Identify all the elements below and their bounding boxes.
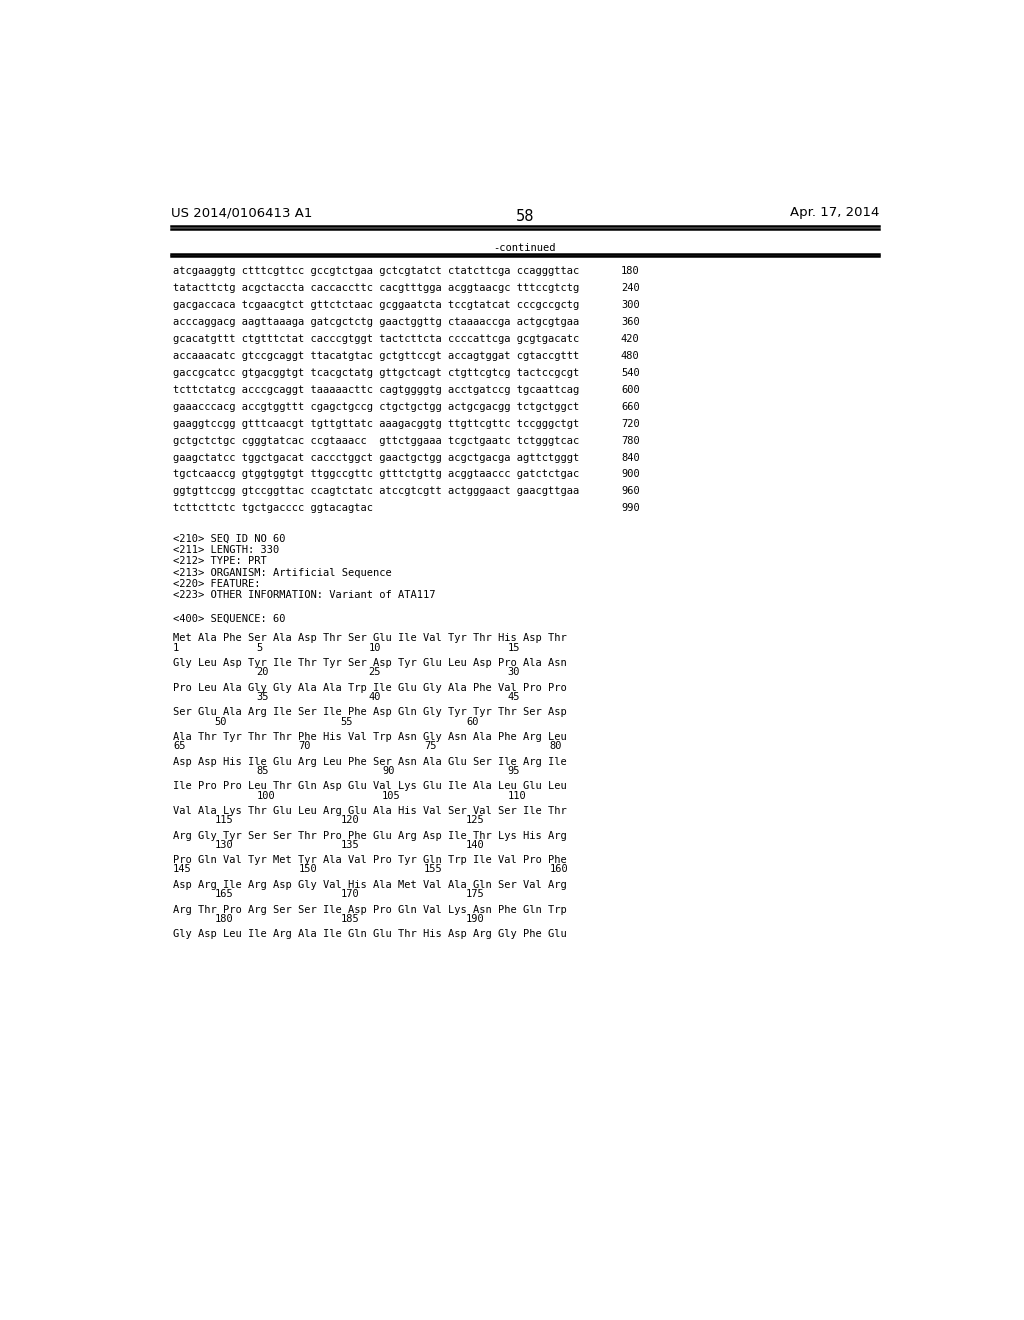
Text: 660: 660 xyxy=(621,401,640,412)
Text: Arg Thr Pro Arg Ser Ser Ile Asp Pro Gln Val Lys Asn Phe Gln Trp: Arg Thr Pro Arg Ser Ser Ile Asp Pro Gln … xyxy=(173,904,566,915)
Text: <220> FEATURE:: <220> FEATURE: xyxy=(173,579,260,589)
Text: 58: 58 xyxy=(515,209,535,224)
Text: 75: 75 xyxy=(424,742,436,751)
Text: 165: 165 xyxy=(215,890,233,899)
Text: Ile Pro Pro Leu Thr Gln Asp Glu Val Lys Glu Ile Ala Leu Glu Leu: Ile Pro Pro Leu Thr Gln Asp Glu Val Lys … xyxy=(173,781,566,791)
Text: tcttctatcg acccgcaggt taaaaacttc cagtggggtg acctgatccg tgcaattcag: tcttctatcg acccgcaggt taaaaacttc cagtggg… xyxy=(173,385,580,395)
Text: <223> OTHER INFORMATION: Variant of ATA117: <223> OTHER INFORMATION: Variant of ATA1… xyxy=(173,590,435,601)
Text: 240: 240 xyxy=(621,284,640,293)
Text: Met Ala Phe Ser Ala Asp Thr Ser Glu Ile Val Tyr Thr His Asp Thr: Met Ala Phe Ser Ala Asp Thr Ser Glu Ile … xyxy=(173,634,566,643)
Text: US 2014/0106413 A1: US 2014/0106413 A1 xyxy=(171,206,312,219)
Text: Apr. 17, 2014: Apr. 17, 2014 xyxy=(790,206,879,219)
Text: Ser Glu Ala Arg Ile Ser Ile Phe Asp Gln Gly Tyr Tyr Thr Ser Asp: Ser Glu Ala Arg Ile Ser Ile Phe Asp Gln … xyxy=(173,708,566,717)
Text: 15: 15 xyxy=(508,643,520,652)
Text: 900: 900 xyxy=(621,470,640,479)
Text: 960: 960 xyxy=(621,487,640,496)
Text: gaagctatcc tggctgacat caccctggct gaactgctgg acgctgacga agttctgggt: gaagctatcc tggctgacat caccctggct gaactgc… xyxy=(173,453,580,462)
Text: 600: 600 xyxy=(621,385,640,395)
Text: 135: 135 xyxy=(340,840,359,850)
Text: 35: 35 xyxy=(257,692,269,702)
Text: <212> TYPE: PRT: <212> TYPE: PRT xyxy=(173,557,266,566)
Text: 155: 155 xyxy=(424,865,442,874)
Text: 160: 160 xyxy=(550,865,568,874)
Text: tatacttctg acgctaccta caccaccttc cacgtttgga acggtaacgc tttccgtctg: tatacttctg acgctaccta caccaccttc cacgttt… xyxy=(173,284,580,293)
Text: -continued: -continued xyxy=(494,243,556,253)
Text: 5: 5 xyxy=(257,643,263,652)
Text: 175: 175 xyxy=(466,890,484,899)
Text: 30: 30 xyxy=(508,668,520,677)
Text: tgctcaaccg gtggtggtgt ttggccgttc gtttctgttg acggtaaccc gatctctgac: tgctcaaccg gtggtggtgt ttggccgttc gtttctg… xyxy=(173,470,580,479)
Text: 50: 50 xyxy=(215,717,227,726)
Text: Arg Gly Tyr Ser Ser Thr Pro Phe Glu Arg Asp Ile Thr Lys His Arg: Arg Gly Tyr Ser Ser Thr Pro Phe Glu Arg … xyxy=(173,830,566,841)
Text: <210> SEQ ID NO 60: <210> SEQ ID NO 60 xyxy=(173,535,286,544)
Text: ggtgttccgg gtccggttac ccagtctatc atccgtcgtt actgggaact gaacgttgaa: ggtgttccgg gtccggttac ccagtctatc atccgtc… xyxy=(173,487,580,496)
Text: 300: 300 xyxy=(621,300,640,310)
Text: gaaggtccgg gtttcaacgt tgttgttatc aaagacggtg ttgttcgttc tccgggctgt: gaaggtccgg gtttcaacgt tgttgttatc aaagacg… xyxy=(173,418,580,429)
Text: 1: 1 xyxy=(173,643,179,652)
Text: 45: 45 xyxy=(508,692,520,702)
Text: 60: 60 xyxy=(466,717,478,726)
Text: 70: 70 xyxy=(299,742,311,751)
Text: 105: 105 xyxy=(382,791,401,800)
Text: Pro Gln Val Tyr Met Tyr Ala Val Pro Tyr Gln Trp Ile Val Pro Phe: Pro Gln Val Tyr Met Tyr Ala Val Pro Tyr … xyxy=(173,855,566,865)
Text: 185: 185 xyxy=(340,913,359,924)
Text: 95: 95 xyxy=(508,766,520,776)
Text: <211> LENGTH: 330: <211> LENGTH: 330 xyxy=(173,545,280,556)
Text: 190: 190 xyxy=(466,913,484,924)
Text: 720: 720 xyxy=(621,418,640,429)
Text: gcacatgttt ctgtttctat cacccgtggt tactcttcta ccccattcga gcgtgacatc: gcacatgttt ctgtttctat cacccgtggt tactctt… xyxy=(173,334,580,345)
Text: 100: 100 xyxy=(257,791,275,800)
Text: 110: 110 xyxy=(508,791,526,800)
Text: gaccgcatcc gtgacggtgt tcacgctatg gttgctcagt ctgttcgtcg tactccgcgt: gaccgcatcc gtgacggtgt tcacgctatg gttgctc… xyxy=(173,368,580,378)
Text: 990: 990 xyxy=(621,503,640,513)
Text: Val Ala Lys Thr Glu Leu Arg Glu Ala His Val Ser Val Ser Ile Thr: Val Ala Lys Thr Glu Leu Arg Glu Ala His … xyxy=(173,807,566,816)
Text: 360: 360 xyxy=(621,317,640,327)
Text: 40: 40 xyxy=(369,692,381,702)
Text: 85: 85 xyxy=(257,766,269,776)
Text: 480: 480 xyxy=(621,351,640,360)
Text: Ala Thr Tyr Thr Thr Phe His Val Trp Asn Gly Asn Ala Phe Arg Leu: Ala Thr Tyr Thr Thr Phe His Val Trp Asn … xyxy=(173,733,566,742)
Text: Pro Leu Ala Gly Gly Ala Ala Trp Ile Glu Gly Ala Phe Val Pro Pro: Pro Leu Ala Gly Gly Ala Ala Trp Ile Glu … xyxy=(173,682,566,693)
Text: 540: 540 xyxy=(621,368,640,378)
Text: 20: 20 xyxy=(257,668,269,677)
Text: 180: 180 xyxy=(215,913,233,924)
Text: tcttcttctc tgctgacccc ggtacagtac: tcttcttctc tgctgacccc ggtacagtac xyxy=(173,503,373,513)
Text: 140: 140 xyxy=(466,840,484,850)
Text: 145: 145 xyxy=(173,865,191,874)
Text: 90: 90 xyxy=(382,766,394,776)
Text: Gly Leu Asp Tyr Ile Thr Tyr Ser Asp Tyr Glu Leu Asp Pro Ala Asn: Gly Leu Asp Tyr Ile Thr Tyr Ser Asp Tyr … xyxy=(173,659,566,668)
Text: gacgaccaca tcgaacgtct gttctctaac gcggaatcta tccgtatcat cccgccgctg: gacgaccaca tcgaacgtct gttctctaac gcggaat… xyxy=(173,300,580,310)
Text: 180: 180 xyxy=(621,267,640,276)
Text: gaaacccacg accgtggttt cgagctgccg ctgctgctgg actgcgacgg tctgctggct: gaaacccacg accgtggttt cgagctgccg ctgctgc… xyxy=(173,401,580,412)
Text: gctgctctgc cgggtatcac ccgtaaacc  gttctggaaa tcgctgaatc tctgggtcac: gctgctctgc cgggtatcac ccgtaaacc gttctgga… xyxy=(173,436,580,446)
Text: 150: 150 xyxy=(299,865,317,874)
Text: 25: 25 xyxy=(369,668,381,677)
Text: acccaggacg aagttaaaga gatcgctctg gaactggttg ctaaaaccga actgcgtgaa: acccaggacg aagttaaaga gatcgctctg gaactgg… xyxy=(173,317,580,327)
Text: atcgaaggtg ctttcgttcc gccgtctgaa gctcgtatct ctatcttcga ccagggttac: atcgaaggtg ctttcgttcc gccgtctgaa gctcgta… xyxy=(173,267,580,276)
Text: 780: 780 xyxy=(621,436,640,446)
Text: accaaacatc gtccgcaggt ttacatgtac gctgttccgt accagtggat cgtaccgttt: accaaacatc gtccgcaggt ttacatgtac gctgttc… xyxy=(173,351,580,360)
Text: 130: 130 xyxy=(215,840,233,850)
Text: 125: 125 xyxy=(466,816,484,825)
Text: Asp Arg Ile Arg Asp Gly Val His Ala Met Val Ala Gln Ser Val Arg: Asp Arg Ile Arg Asp Gly Val His Ala Met … xyxy=(173,880,566,890)
Text: 80: 80 xyxy=(550,742,562,751)
Text: Gly Asp Leu Ile Arg Ala Ile Gln Glu Thr His Asp Arg Gly Phe Glu: Gly Asp Leu Ile Arg Ala Ile Gln Glu Thr … xyxy=(173,929,566,939)
Text: 55: 55 xyxy=(340,717,353,726)
Text: 120: 120 xyxy=(340,816,359,825)
Text: 420: 420 xyxy=(621,334,640,345)
Text: <213> ORGANISM: Artificial Sequence: <213> ORGANISM: Artificial Sequence xyxy=(173,568,392,578)
Text: 65: 65 xyxy=(173,742,185,751)
Text: Asp Asp His Ile Glu Arg Leu Phe Ser Asn Ala Glu Ser Ile Arg Ile: Asp Asp His Ile Glu Arg Leu Phe Ser Asn … xyxy=(173,756,566,767)
Text: 10: 10 xyxy=(369,643,381,652)
Text: 840: 840 xyxy=(621,453,640,462)
Text: 170: 170 xyxy=(340,890,359,899)
Text: <400> SEQUENCE: 60: <400> SEQUENCE: 60 xyxy=(173,614,286,623)
Text: 115: 115 xyxy=(215,816,233,825)
